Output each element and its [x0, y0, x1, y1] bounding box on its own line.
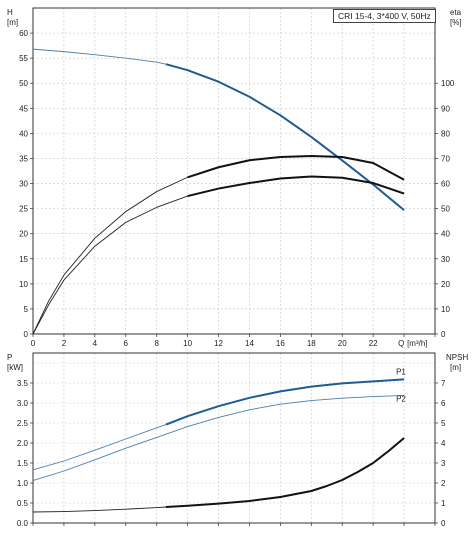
x-tick-label: 20 — [338, 339, 347, 348]
y-left-tick-label: 35 — [19, 154, 28, 163]
y-left-tick-label: 60 — [19, 29, 28, 38]
series-duty-range — [187, 175, 405, 198]
plot-frame — [32, 352, 436, 524]
y-left-tick-label: 3.5 — [17, 379, 29, 388]
x-axis-name: Q — [398, 339, 404, 348]
y-left-tick-label: 30 — [19, 180, 28, 189]
series-duty-range — [187, 154, 405, 181]
y-left-tick-label: 5 — [24, 305, 29, 314]
y-left-axis-name: H — [7, 8, 13, 17]
y-right-tick-label: 0 — [441, 519, 446, 528]
legend-label-p1: P1 — [396, 367, 406, 376]
y-left-tick-label: 0.5 — [17, 499, 29, 508]
x-tick-label: 0 — [31, 339, 36, 348]
y-right-axis-unit: [m] — [450, 363, 461, 372]
x-tick-label: 8 — [154, 339, 159, 348]
y-left-tick-label: 25 — [19, 205, 28, 214]
y-left-tick-label: 15 — [19, 255, 28, 264]
y-right-tick-label: 80 — [441, 129, 450, 138]
y-left-axis-unit: [m] — [7, 18, 18, 27]
y-right-tick-label: 60 — [441, 180, 450, 189]
x-axis-unit: [m³/h] — [407, 339, 427, 348]
y-right-tick-label: 3 — [441, 459, 446, 468]
y-right-tick-label: 50 — [441, 205, 450, 214]
y-left-tick-label: 20 — [19, 230, 28, 239]
y-right-tick-label: 40 — [441, 230, 450, 239]
x-tick-label: 4 — [93, 339, 98, 348]
y-right-tick-label: 7 — [441, 379, 446, 388]
chart-title: CRI 15-4, 3*400 V, 50Hz — [333, 9, 436, 23]
y-left-tick-label: 40 — [19, 129, 28, 138]
y-right-axis-name: eta — [450, 8, 462, 17]
y-right-tick-label: 6 — [441, 399, 446, 408]
x-tick-label: 12 — [214, 339, 223, 348]
y-left-tick-label: 55 — [19, 54, 28, 63]
y-right-tick-label: 2 — [441, 479, 446, 488]
x-tick-label: 16 — [276, 339, 285, 348]
x-tick-label: 6 — [124, 339, 129, 348]
x-tick-label: 14 — [245, 339, 254, 348]
series-duty-range — [165, 378, 405, 426]
y-left-axis-unit: [kW] — [7, 363, 23, 372]
series-line-p2 — [32, 394, 405, 482]
y-right-tick-label: 90 — [441, 104, 450, 113]
y-right-tick-label: 30 — [441, 255, 450, 264]
y-right-tick-label: 0 — [441, 330, 446, 339]
y-left-axis-name: P — [7, 353, 12, 362]
plot-frame — [32, 7, 436, 335]
y-left-tick-label: 2.5 — [17, 419, 29, 428]
y-right-tick-label: 100 — [441, 79, 455, 88]
y-right-tick-label: 5 — [441, 419, 446, 428]
y-left-tick-label: 2.0 — [17, 439, 29, 448]
y-left-tick-label: 45 — [19, 104, 28, 113]
series-duty-range — [165, 437, 405, 508]
series-line-p1 — [32, 378, 405, 471]
y-left-tick-label: 10 — [19, 280, 28, 289]
y-left-tick-label: 1.5 — [17, 459, 29, 468]
y-right-axis-unit: [%] — [450, 18, 462, 27]
y-right-tick-label: 70 — [441, 154, 450, 163]
x-tick-label: 18 — [307, 339, 316, 348]
y-left-tick-label: 0.0 — [17, 519, 29, 528]
y-left-tick-label: 0 — [24, 330, 29, 339]
y-right-tick-label: 1 — [441, 499, 446, 508]
y-right-tick-label: 10 — [441, 305, 450, 314]
y-right-axis-name: NPSH — [446, 353, 468, 362]
y-right-tick-label: 20 — [441, 280, 450, 289]
x-tick-label: 22 — [369, 339, 378, 348]
y-left-tick-label: 1.0 — [17, 479, 29, 488]
series-duty-range — [165, 63, 405, 211]
y-left-tick-label: 50 — [19, 79, 28, 88]
y-left-tick-label: 3.0 — [17, 399, 29, 408]
x-tick-label: 2 — [62, 339, 67, 348]
legend-label-p2: P2 — [396, 394, 406, 403]
x-tick-label: 10 — [183, 339, 192, 348]
y-right-tick-label: 4 — [441, 439, 446, 448]
